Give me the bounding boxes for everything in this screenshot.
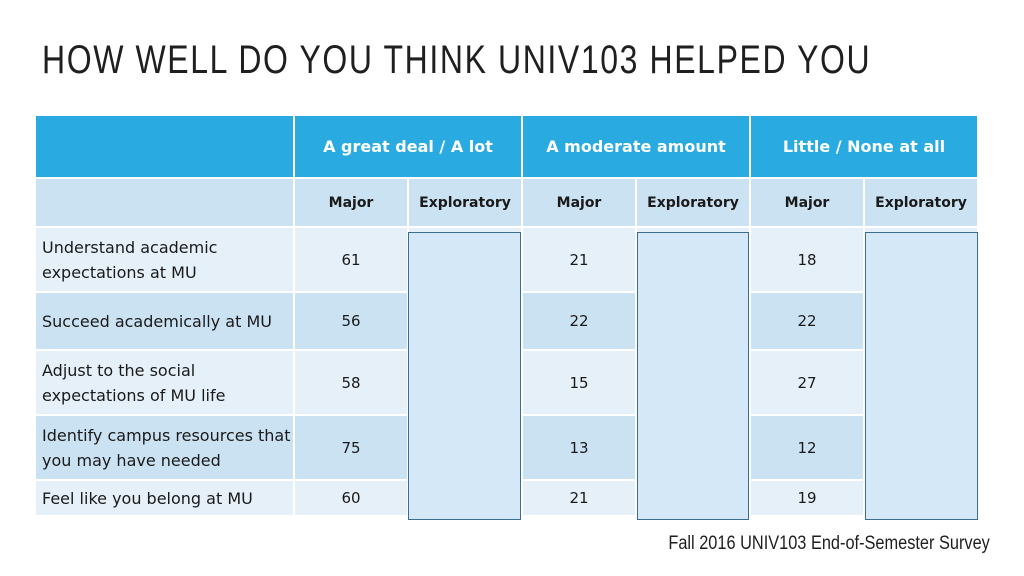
header-moderate: A moderate amount: [521, 114, 751, 179]
group-header-row: A great deal / A lot A moderate amount L…: [34, 114, 979, 179]
subheader-little-major: Major: [749, 177, 865, 228]
subheader-great-major: Major: [293, 177, 409, 228]
subheader-blank-cell: [34, 177, 295, 228]
row-label: Identify campus resources that you may h…: [34, 414, 295, 481]
great-major-value: 58: [293, 349, 409, 416]
row-label: Understand academic expectations at MU: [34, 226, 295, 293]
subheader-row: Major Exploratory Major Exploratory Majo…: [34, 177, 979, 228]
little-major-value: 27: [749, 349, 865, 416]
subheader-moderate-major: Major: [521, 177, 637, 228]
exploratory-great-overlay: [408, 232, 521, 520]
row-label: Succeed academically at MU: [34, 291, 295, 351]
moderate-major-value: 21: [521, 479, 637, 517]
subheader-great-exploratory: Exploratory: [407, 177, 523, 228]
moderate-major-value: 22: [521, 291, 637, 351]
great-major-value: 60: [293, 479, 409, 517]
great-major-value: 56: [293, 291, 409, 351]
exploratory-little-overlay: [865, 232, 978, 520]
header-blank-cell: [34, 114, 295, 179]
exploratory-moderate-overlay: [637, 232, 749, 520]
great-major-value: 61: [293, 226, 409, 293]
little-major-value: 18: [749, 226, 865, 293]
page-title: HOW WELL DO YOU THINK UNIV103 HELPED YOU: [42, 38, 872, 82]
subheader-moderate-exploratory: Exploratory: [635, 177, 751, 228]
subheader-little-exploratory: Exploratory: [863, 177, 979, 228]
row-label: Adjust to the social expectations of MU …: [34, 349, 295, 416]
little-major-value: 22: [749, 291, 865, 351]
little-major-value: 19: [749, 479, 865, 517]
moderate-major-value: 13: [521, 414, 637, 481]
header-great-deal: A great deal / A lot: [293, 114, 523, 179]
moderate-major-value: 21: [521, 226, 637, 293]
little-major-value: 12: [749, 414, 865, 481]
source-note: Fall 2016 UNIV103 End-of-Semester Survey: [668, 533, 990, 554]
moderate-major-value: 15: [521, 349, 637, 416]
row-label: Feel like you belong at MU: [34, 479, 295, 517]
header-little-none: Little / None at all: [749, 114, 979, 179]
great-major-value: 75: [293, 414, 409, 481]
